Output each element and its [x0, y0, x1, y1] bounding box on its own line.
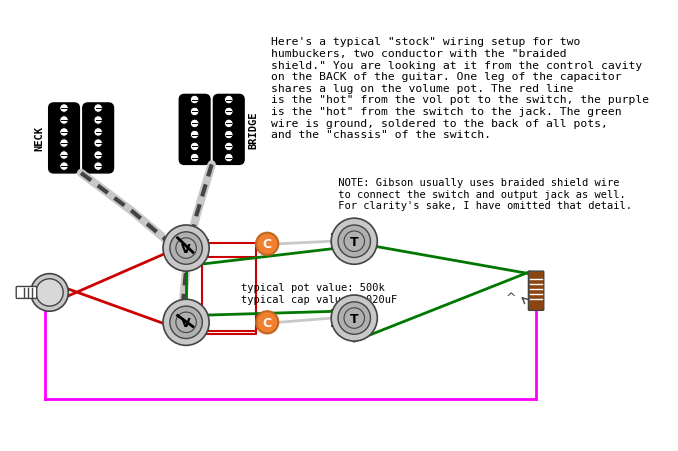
Circle shape: [31, 274, 68, 312]
Circle shape: [332, 295, 378, 341]
FancyBboxPatch shape: [83, 104, 113, 174]
Circle shape: [344, 308, 365, 329]
Circle shape: [224, 108, 233, 116]
Circle shape: [256, 312, 278, 334]
Circle shape: [191, 120, 199, 129]
Circle shape: [60, 129, 68, 137]
Circle shape: [94, 105, 102, 113]
Text: NOTE: Gibson usually uses braided shield wire
     to connect the switch and out: NOTE: Gibson usually uses braided shield…: [307, 178, 633, 211]
FancyBboxPatch shape: [214, 95, 244, 165]
Text: NECK: NECK: [35, 126, 44, 151]
FancyBboxPatch shape: [16, 287, 37, 299]
Text: V: V: [181, 242, 191, 255]
Circle shape: [191, 96, 199, 105]
Circle shape: [224, 143, 233, 152]
Circle shape: [36, 279, 63, 306]
Circle shape: [344, 231, 365, 252]
Text: BRIDGE: BRIDGE: [248, 111, 258, 149]
Circle shape: [60, 152, 68, 160]
Text: Here's a typical "stock" wiring setup for two
humbuckers, two conductor with the: Here's a typical "stock" wiring setup fo…: [271, 37, 650, 140]
Text: ^: ^: [505, 291, 516, 304]
Text: V: V: [181, 316, 191, 329]
Circle shape: [224, 154, 233, 162]
Text: C: C: [262, 316, 272, 329]
Circle shape: [94, 129, 102, 137]
Circle shape: [163, 299, 209, 345]
Circle shape: [338, 302, 370, 335]
FancyBboxPatch shape: [179, 95, 210, 165]
Circle shape: [60, 105, 68, 113]
FancyBboxPatch shape: [528, 272, 544, 311]
Circle shape: [332, 219, 378, 265]
Circle shape: [94, 152, 102, 160]
Circle shape: [191, 143, 199, 152]
Text: T: T: [350, 235, 359, 248]
Circle shape: [191, 154, 199, 162]
Circle shape: [224, 131, 233, 139]
Circle shape: [191, 131, 199, 139]
Circle shape: [60, 116, 68, 125]
Text: T: T: [350, 312, 359, 325]
Circle shape: [224, 120, 233, 129]
Circle shape: [170, 306, 202, 339]
Circle shape: [191, 108, 199, 116]
Circle shape: [176, 313, 197, 333]
Circle shape: [60, 139, 68, 148]
Circle shape: [256, 233, 278, 255]
Circle shape: [60, 162, 68, 171]
Circle shape: [94, 139, 102, 148]
Circle shape: [94, 162, 102, 171]
Circle shape: [176, 238, 197, 259]
Circle shape: [94, 116, 102, 125]
FancyBboxPatch shape: [49, 104, 79, 174]
Circle shape: [224, 96, 233, 105]
Circle shape: [163, 226, 209, 272]
Circle shape: [170, 232, 202, 265]
Text: typical pot value: 500k
typical cap value: .020uF: typical pot value: 500k typical cap valu…: [241, 283, 397, 304]
Text: C: C: [262, 238, 272, 251]
Circle shape: [338, 226, 370, 258]
